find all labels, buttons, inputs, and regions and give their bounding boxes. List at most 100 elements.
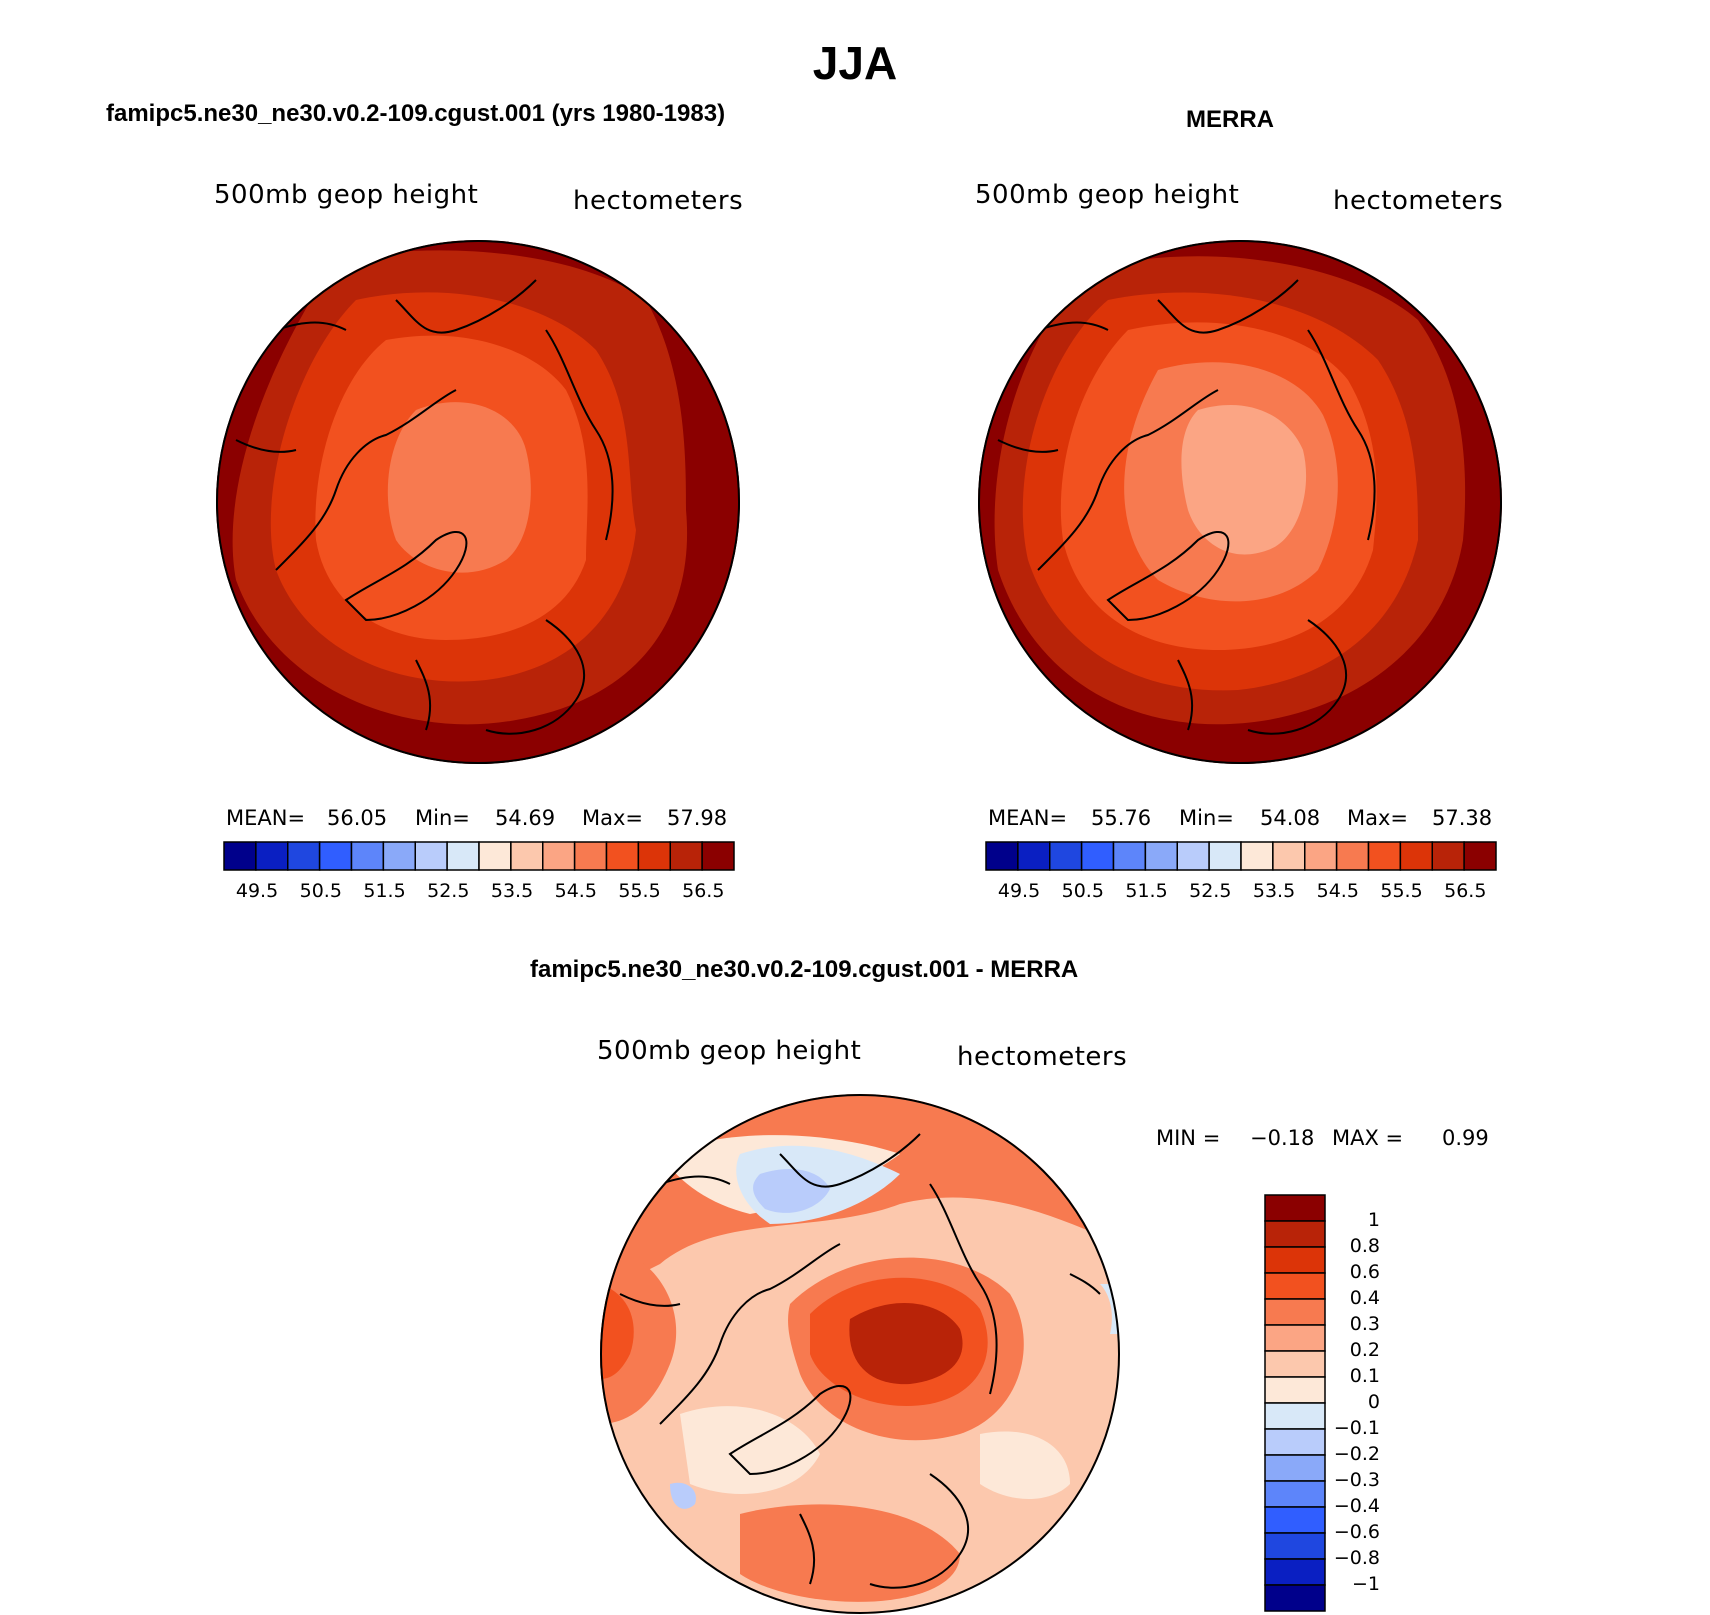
panel-1-polar-map [216, 240, 740, 764]
colorbar-tick-label: 0.2 [1349, 1339, 1380, 1361]
colorbar-swatch [1431, 841, 1465, 871]
colorbar-tick-label: 49.5 [997, 880, 1041, 902]
colorbar-swatch [1304, 841, 1338, 871]
colorbar-swatch [1112, 841, 1147, 871]
panel-1-min-value: 54.69 [495, 806, 556, 830]
colorbar-swatch [1399, 841, 1433, 871]
colorbar-swatch [318, 841, 353, 871]
colorbar-tick-label: 0.6 [1349, 1261, 1380, 1283]
colorbar-swatch [1049, 841, 1083, 871]
panel-2-min-value: 54.08 [1260, 806, 1321, 830]
panel-3-min-label: MIN = [1156, 1126, 1221, 1150]
panel-1-max-value: 57.98 [667, 806, 728, 830]
colorbar-tick-label: 56.5 [1444, 880, 1487, 902]
colorbar-swatch [1017, 841, 1051, 871]
colorbar-tick-label: 54.5 [554, 880, 597, 902]
colorbar-tick-label: −0.6 [1333, 1521, 1380, 1543]
colorbar-tick-label: 52.5 [427, 880, 470, 902]
colorbar-swatch [510, 841, 544, 871]
panel-3-colorbar [1264, 1194, 1326, 1612]
colorbar-swatch [478, 841, 512, 871]
colorbar-swatch [1208, 841, 1242, 871]
colorbar-tick-label: 52.5 [1189, 880, 1232, 902]
panel-1-mean-value: 56.05 [327, 806, 388, 830]
colorbar-swatch [1264, 1246, 1326, 1274]
colorbar-tick-label: 53.5 [1252, 880, 1296, 902]
colorbar-tick-label: 49.5 [235, 880, 279, 902]
colorbar-swatch [1264, 1272, 1326, 1300]
colorbar-swatch [1264, 1532, 1326, 1560]
colorbar-tick-label: 54.5 [1316, 880, 1359, 902]
panel-1-mean-label: MEAN= [226, 806, 306, 830]
colorbar-swatch [1264, 1584, 1326, 1612]
colorbar-swatch [350, 841, 385, 871]
panel-1-heading: famipc5.ne30_ne30.v0.2-109.cgust.001 (yr… [106, 100, 726, 127]
colorbar-tick-label: 50.5 [1061, 880, 1104, 902]
panel-2-field-label: 500mb geop height [975, 180, 1240, 210]
colorbar-tick-label: 0 [1367, 1391, 1380, 1413]
colorbar-swatch [637, 841, 671, 871]
colorbar-swatch [1335, 841, 1370, 871]
panel-2-max-label: Max= [1347, 806, 1409, 830]
colorbar-swatch [605, 841, 640, 871]
colorbar-swatch [1264, 1324, 1326, 1352]
colorbar-swatch [1463, 841, 1497, 871]
colorbar-swatch [1264, 1194, 1326, 1222]
colorbar-swatch [1264, 1506, 1326, 1534]
colorbar-swatch [542, 841, 576, 871]
colorbar-swatch [1264, 1402, 1326, 1430]
panel-2-heading: MERRA [1186, 106, 1274, 133]
colorbar-tick-label: 1 [1367, 1209, 1380, 1231]
colorbar-swatch [255, 841, 289, 871]
colorbar-swatch [223, 841, 257, 871]
figure-title: JJA [812, 37, 898, 89]
panel-2-max-value: 57.38 [1432, 806, 1493, 830]
colorbar-swatch [1367, 841, 1402, 871]
colorbar-swatch [669, 841, 703, 871]
panel-2-units-label: hectometers [1333, 186, 1504, 216]
panel-2-mean-value: 55.76 [1091, 806, 1152, 830]
colorbar-swatch [287, 841, 321, 871]
panel-1-min-label: Min= [415, 806, 470, 830]
colorbar-tick-label: 50.5 [299, 880, 342, 902]
panel-3-polar-map [600, 1094, 1120, 1614]
panel-1-units-label: hectometers [573, 186, 744, 216]
colorbar-tick-label: −0.2 [1333, 1443, 1380, 1465]
panel-3-units-label: hectometers [957, 1042, 1128, 1072]
colorbar-tick-label: 0.1 [1349, 1365, 1380, 1387]
colorbar-swatch [1264, 1558, 1326, 1586]
panel-2-min-label: Min= [1179, 806, 1234, 830]
colorbar-swatch [1144, 841, 1178, 871]
colorbar-swatch [382, 841, 416, 871]
colorbar-tick-label: 56.5 [682, 880, 725, 902]
colorbar-swatch [701, 841, 735, 871]
colorbar-tick-label: 51.5 [1125, 880, 1168, 902]
colorbar-tick-label: 0.8 [1349, 1235, 1380, 1257]
colorbar-tick-label: 55.5 [618, 880, 661, 902]
colorbar-swatch [985, 841, 1019, 871]
colorbar-tick-label: 0.4 [1349, 1287, 1380, 1309]
colorbar-swatch [1264, 1350, 1326, 1378]
colorbar-tick-label: −0.4 [1333, 1495, 1380, 1517]
panel-2-colorbar [985, 841, 1497, 871]
colorbar-swatch [1080, 841, 1115, 871]
colorbar-tick-label: 55.5 [1380, 880, 1423, 902]
panel-3-field-label: 500mb geop height [597, 1036, 862, 1066]
colorbar-swatch [1264, 1480, 1326, 1508]
panel-1-colorbar [223, 841, 735, 871]
colorbar-swatch [1272, 841, 1306, 871]
panel-1-max-label: Max= [582, 806, 644, 830]
colorbar-swatch [446, 841, 480, 871]
panel-2-polar-map [978, 240, 1502, 764]
colorbar-tick-label: −0.8 [1333, 1547, 1380, 1569]
panel-2-mean-label: MEAN= [988, 806, 1068, 830]
colorbar-swatch [1240, 841, 1274, 871]
panel-1-field-label: 500mb geop height [214, 180, 479, 210]
colorbar-swatch [414, 841, 448, 871]
colorbar-tick-label: 53.5 [490, 880, 534, 902]
panel-3-heading: famipc5.ne30_ne30.v0.2-109.cgust.001 - M… [530, 956, 1079, 983]
colorbar-swatch [1176, 841, 1210, 871]
colorbar-tick-label: −1 [1351, 1573, 1380, 1595]
panel-3-min-value: −0.18 [1250, 1126, 1315, 1150]
colorbar-swatch [1264, 1454, 1326, 1482]
